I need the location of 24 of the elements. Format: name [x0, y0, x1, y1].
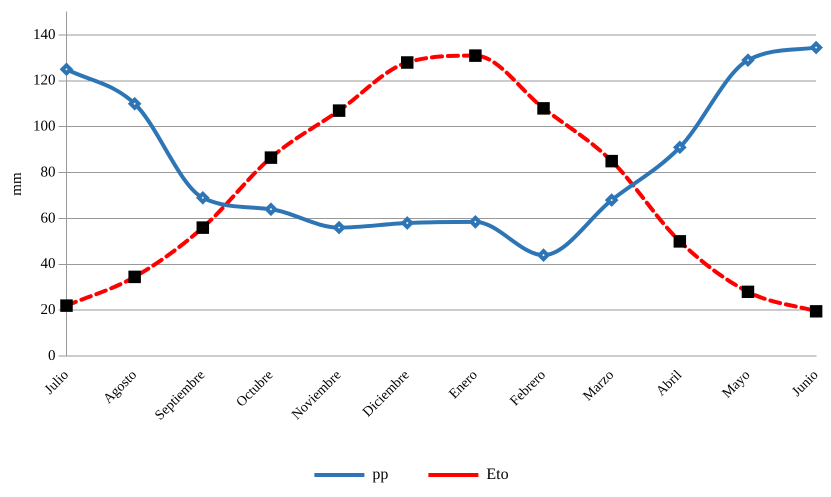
- legend-label: pp: [372, 466, 388, 484]
- point: [674, 141, 686, 154]
- y-tick-label: 0: [48, 348, 56, 364]
- point: [264, 203, 277, 216]
- point: [469, 216, 482, 228]
- y-tick-label: 140: [33, 26, 56, 43]
- point: [60, 63, 72, 76]
- y-axis-title: mm: [8, 172, 25, 196]
- y-tick-label: 60: [40, 210, 56, 226]
- y-tick-label: 40: [40, 256, 56, 272]
- point: [538, 249, 550, 262]
- legend-label: Eto: [486, 466, 509, 484]
- point: [401, 217, 414, 230]
- y-tick-label: 20: [40, 302, 56, 318]
- x-tick-label: Julio: [42, 368, 72, 398]
- point: [810, 42, 822, 54]
- y-tick-label: 80: [40, 164, 56, 180]
- point: [606, 194, 618, 206]
- point: [128, 98, 141, 110]
- point: [196, 192, 209, 204]
- point: [333, 222, 346, 234]
- point: [742, 54, 754, 66]
- y-tick-label: 100: [33, 118, 56, 135]
- y-tick-label: 120: [33, 72, 56, 89]
